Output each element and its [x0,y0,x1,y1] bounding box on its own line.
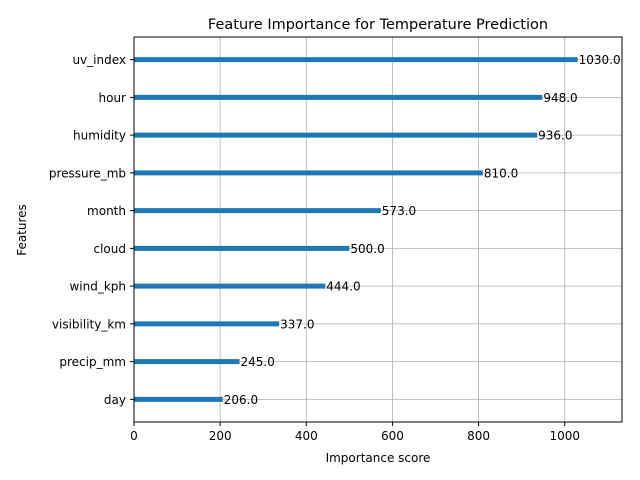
y-tick-label-cloud: cloud [94,242,127,256]
bar-precip_mm [134,359,240,365]
y-tick-label-uv_index: uv_index [72,53,126,67]
bar-wind_kph [134,283,326,289]
value-labels: 206.0 245.0 337.0 444.0 500.0 573.0 810.0 936.0… [224,53,621,407]
y-axis-ticks: day precip_mm visibility_km wind_kph cloud mo… [49,53,134,407]
y-tick-label-month: month [87,204,126,218]
y-tick-label-day: day [104,393,126,407]
value-label-visibility_km: 337.0 [280,317,314,331]
value-label-precip_mm: 245.0 [241,355,275,369]
bars [134,57,578,402]
y-tick-label-visibility_km: visibility_km [52,317,126,331]
bar-cloud [134,245,350,251]
value-label-humidity: 936.0 [538,129,572,143]
x-tick-label-3: 600 [381,429,404,443]
y-tick-label-humidity: humidity [73,129,126,143]
x-tick-label-0: 0 [130,429,138,443]
y-tick-label-precip_mm: precip_mm [59,355,126,369]
x-tick-label-4: 800 [467,429,490,443]
value-label-wind_kph: 444.0 [326,280,360,294]
value-label-hour: 948.0 [543,91,577,105]
bar-month [134,208,381,214]
value-label-uv_index: 1030.0 [579,53,621,67]
value-label-month: 573.0 [382,204,416,218]
x-axis-ticks: 0 200 400 600 800 1000 [130,422,580,443]
bar-hour [134,94,543,100]
x-tick-label-1: 200 [209,429,232,443]
bar-uv_index [134,57,578,63]
bar-humidity [134,132,538,138]
x-tick-label-5: 1000 [549,429,580,443]
plot-frame [133,36,623,423]
y-axis-label: Features [15,204,29,256]
value-label-pressure_mb: 810.0 [484,166,518,180]
bar-pressure_mb [134,170,483,176]
value-label-day: 206.0 [224,393,258,407]
x-tick-label-2: 400 [295,429,318,443]
y-tick-label-wind_kph: wind_kph [69,280,126,294]
value-label-cloud: 500.0 [350,242,384,256]
bar-visibility_km [134,321,280,327]
x-axis-label: Importance score [326,451,431,465]
y-tick-label-pressure_mb: pressure_mb [49,166,126,180]
y-tick-label-hour: hour [99,91,127,105]
bar-day [134,396,223,402]
chart-title: Feature Importance for Temperature Predi… [208,17,548,33]
